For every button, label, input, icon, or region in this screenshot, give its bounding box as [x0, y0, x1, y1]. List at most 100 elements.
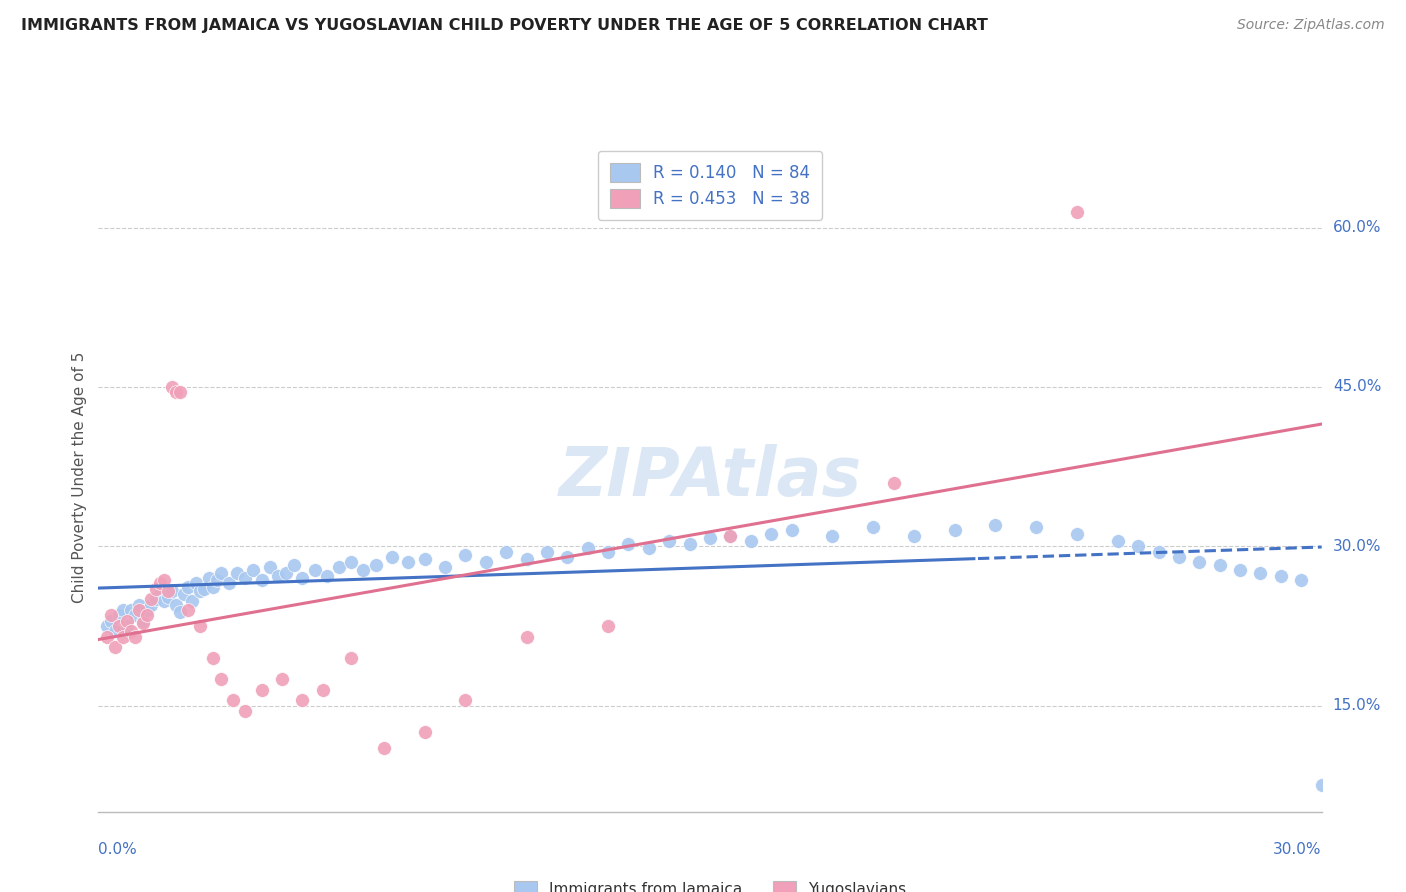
Text: 30.0%: 30.0%: [1333, 539, 1381, 554]
Point: [291, 571, 314, 585]
Point: [205, 573, 228, 587]
Point: [218, 576, 240, 591]
Point: [304, 563, 326, 577]
Point: [312, 682, 335, 697]
Point: [1291, 573, 1313, 587]
Point: [169, 605, 191, 619]
Text: IMMIGRANTS FROM JAMAICA VS YUGOSLAVIAN CHILD POVERTY UNDER THE AGE OF 5 CORRELAT: IMMIGRANTS FROM JAMAICA VS YUGOSLAVIAN C…: [21, 18, 988, 33]
Point: [862, 520, 884, 534]
Point: [555, 549, 579, 564]
Point: [328, 560, 350, 574]
Point: [821, 528, 844, 542]
Point: [141, 598, 163, 612]
Point: [617, 537, 640, 551]
Point: [598, 544, 620, 558]
Point: [169, 385, 191, 400]
Point: [718, 528, 742, 542]
Text: Source: ZipAtlas.com: Source: ZipAtlas.com: [1237, 18, 1385, 32]
Point: [181, 594, 204, 608]
Point: [352, 563, 374, 577]
Point: [201, 580, 224, 594]
Point: [1229, 563, 1251, 577]
Point: [373, 741, 395, 756]
Point: [209, 566, 232, 580]
Point: [108, 608, 131, 623]
Point: [145, 582, 167, 596]
Point: [267, 569, 290, 583]
Point: [100, 608, 122, 623]
Point: [104, 640, 127, 654]
Point: [943, 524, 966, 538]
Point: [108, 619, 131, 633]
Point: [495, 544, 517, 558]
Point: [124, 630, 146, 644]
Point: [1025, 520, 1047, 534]
Point: [160, 380, 183, 394]
Text: 45.0%: 45.0%: [1333, 379, 1381, 394]
Point: [259, 560, 281, 574]
Point: [740, 533, 762, 548]
Point: [115, 619, 138, 633]
Point: [156, 591, 179, 605]
Point: [132, 614, 155, 628]
Point: [250, 682, 273, 697]
Point: [100, 614, 122, 628]
Y-axis label: Child Poverty Under the Age of 5: Child Poverty Under the Age of 5: [72, 351, 87, 603]
Point: [186, 576, 208, 591]
Point: [658, 533, 681, 548]
Point: [679, 537, 702, 551]
Point: [188, 583, 212, 598]
Point: [780, 524, 803, 538]
Point: [1066, 526, 1088, 541]
Point: [152, 573, 174, 587]
Point: [250, 573, 273, 587]
Text: 60.0%: 60.0%: [1333, 220, 1381, 235]
Point: [340, 650, 363, 665]
Point: [152, 594, 174, 608]
Point: [434, 560, 457, 574]
Point: [270, 672, 294, 686]
Point: [1310, 778, 1333, 792]
Point: [454, 548, 477, 562]
Point: [516, 630, 538, 644]
Point: [1270, 569, 1292, 583]
Point: [1066, 204, 1088, 219]
Point: [274, 566, 297, 580]
Point: [177, 580, 200, 594]
Point: [120, 624, 142, 639]
Point: [96, 619, 118, 633]
Point: [160, 583, 183, 598]
Point: [1188, 555, 1211, 569]
Point: [381, 549, 404, 564]
Text: 15.0%: 15.0%: [1333, 698, 1381, 713]
Point: [193, 582, 215, 596]
Point: [156, 583, 179, 598]
Point: [115, 614, 138, 628]
Point: [120, 603, 142, 617]
Point: [699, 531, 721, 545]
Point: [111, 630, 134, 644]
Point: [536, 544, 558, 558]
Point: [598, 619, 620, 633]
Point: [136, 608, 159, 623]
Point: [222, 693, 245, 707]
Point: [111, 603, 134, 617]
Point: [576, 541, 599, 556]
Point: [718, 528, 742, 542]
Point: [291, 693, 314, 707]
Point: [413, 725, 436, 739]
Point: [128, 598, 150, 612]
Point: [516, 552, 538, 566]
Point: [132, 615, 155, 630]
Point: [454, 693, 477, 707]
Point: [226, 566, 249, 580]
Point: [149, 587, 172, 601]
Point: [396, 555, 419, 569]
Point: [340, 555, 363, 569]
Point: [883, 475, 905, 490]
Point: [474, 555, 498, 569]
Point: [128, 603, 150, 617]
Point: [761, 526, 783, 541]
Point: [637, 541, 661, 556]
Point: [1128, 539, 1150, 553]
